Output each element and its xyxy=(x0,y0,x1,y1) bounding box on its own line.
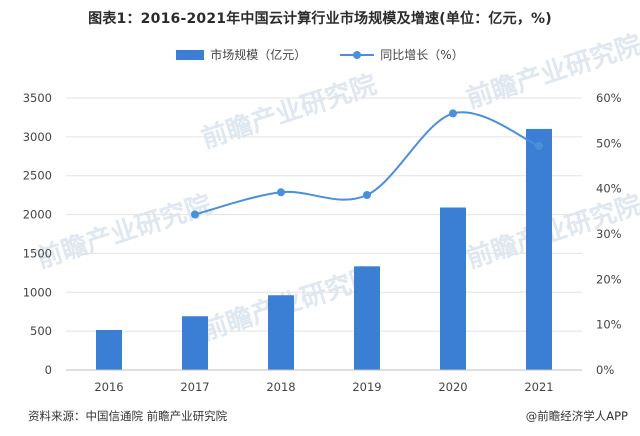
line-point xyxy=(449,109,457,118)
y-left-tick-label: 1000 xyxy=(23,285,52,299)
line-point xyxy=(191,210,199,219)
source-note: 资料来源：中国信通院 前瞻产业研究院 xyxy=(28,409,228,423)
grid-lines xyxy=(66,97,582,332)
line-point xyxy=(363,191,371,200)
y-left-tick-label: 2000 xyxy=(23,208,52,222)
legend-item-bar: 市场规模（亿元） xyxy=(176,46,306,63)
legend-bar-swatch xyxy=(176,49,205,60)
y-right-tick-label: 40% xyxy=(596,182,622,196)
legend-line-label: 同比增长（%） xyxy=(380,48,464,62)
y-right-tick-label: 10% xyxy=(596,318,622,332)
y-right-tick-label: 60% xyxy=(596,91,622,105)
bar xyxy=(526,128,552,370)
growth-line xyxy=(194,111,540,216)
y-right-tick-label: 20% xyxy=(596,272,622,286)
chart-title: 图表1：2016-2021年中国云计算行业市场规模及增速(单位：亿元，%) xyxy=(88,11,552,27)
chart-legend: 市场规模（亿元） 同比增长（%） xyxy=(0,46,640,63)
bar xyxy=(268,295,294,370)
y-left-tick-label: 500 xyxy=(30,324,52,338)
bar-series xyxy=(96,128,552,370)
y-left-tick-label: 2500 xyxy=(23,169,52,183)
brand-credit: @前瞻经济学人APP xyxy=(526,408,628,424)
legend-bar-label: 市场规模（亿元） xyxy=(210,48,307,62)
y-right-tick-label: 30% xyxy=(596,227,622,241)
bar xyxy=(440,207,466,370)
line-point xyxy=(277,188,285,197)
legend-line-swatch xyxy=(340,50,375,60)
axes: 0 500 1000 1500 2000 2500 3000 3500 0% 10% 20% 30% 4… xyxy=(23,91,622,394)
bar xyxy=(96,329,122,370)
line-point xyxy=(535,142,543,151)
bar xyxy=(354,266,380,370)
x-tick-label: 2017 xyxy=(180,380,209,394)
y-right-tick-label: 50% xyxy=(596,136,622,150)
y-left-tick-label: 1500 xyxy=(23,246,52,260)
footer: 资料来源：中国信通院 前瞻产业研究院 @前瞻经济学人APP xyxy=(0,404,640,428)
watermark-text: 前瞻产业研究院 xyxy=(33,189,216,275)
x-tick-label: 2021 xyxy=(524,380,553,394)
watermark-text: 前瞻产业研究院 xyxy=(198,69,381,155)
y-right-tick-label: 0% xyxy=(596,363,614,377)
y-left-tick-label: 3000 xyxy=(23,130,52,144)
legend-item-line: 同比增长（%） xyxy=(340,46,464,63)
x-tick-label: 2020 xyxy=(438,380,467,394)
x-tick-label: 2018 xyxy=(266,380,295,394)
brand-text: @前瞻经济学人APP xyxy=(525,409,628,423)
line-series xyxy=(191,109,543,219)
x-tick-label: 2016 xyxy=(94,380,123,394)
x-tick-label: 2019 xyxy=(352,380,381,394)
y-left-tick-label: 0 xyxy=(45,363,52,377)
y-left-tick-label: 3500 xyxy=(23,91,52,105)
bar xyxy=(182,316,208,370)
